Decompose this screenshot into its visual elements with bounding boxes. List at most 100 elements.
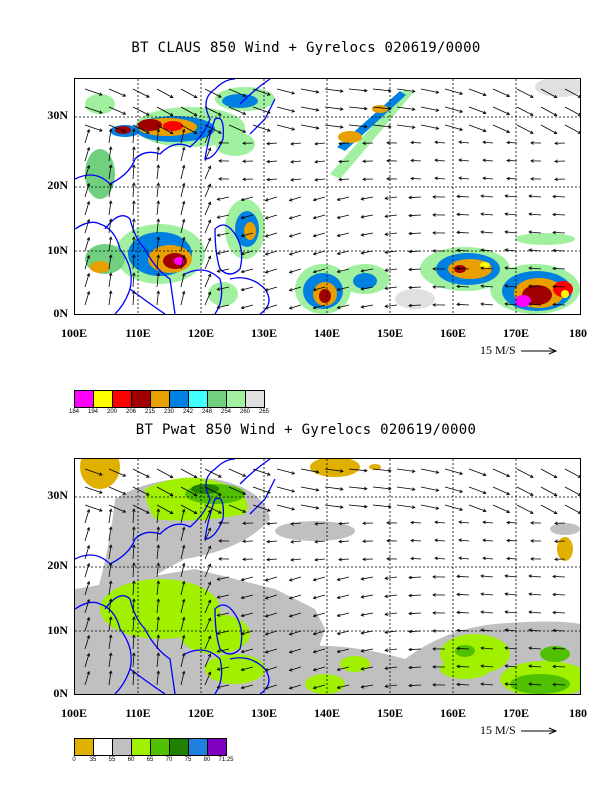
panel2-xtick-100e: 100E: [60, 706, 87, 720]
wind-arrow-head: [384, 612, 389, 616]
wind-arrow-head: [482, 110, 487, 115]
wind-arrow-head: [480, 194, 484, 198]
wind-arrow-head: [288, 632, 293, 636]
wind-arrow: [564, 468, 580, 478]
wind-arrow: [324, 486, 343, 490]
wind-arrow: [180, 129, 185, 144]
wind-arrow-head: [362, 177, 366, 182]
wind-arrow-head: [146, 94, 150, 98]
wind-arrow-head: [504, 284, 508, 288]
wind-arrow-head: [434, 158, 438, 163]
wind-arrow-head: [552, 212, 556, 217]
wind-arrow: [492, 486, 510, 495]
wind-arrow-head: [156, 164, 160, 168]
colorbar-label: 184: [68, 409, 80, 415]
wind-arrow-head: [362, 521, 366, 526]
wind-arrow-head: [218, 112, 222, 116]
wind-arrow: [156, 563, 159, 578]
wind-arrow: [217, 594, 230, 598]
wind-arrow: [408, 684, 422, 687]
wind-arrow-head: [108, 616, 113, 621]
wind-arrow-head: [264, 216, 269, 220]
wind-arrow: [276, 106, 295, 112]
panel1-xtick-130e: 130E: [250, 326, 277, 340]
wind-arrow-head: [384, 196, 389, 200]
wind-arrow-head: [362, 539, 366, 544]
wind-arrow: [385, 214, 398, 217]
wind-arrow-head: [108, 236, 113, 241]
wind-arrow-head: [480, 212, 484, 216]
wind-arrow: [180, 617, 185, 632]
colorbar-swatch: [94, 391, 113, 407]
wind-arrow: [313, 612, 326, 617]
wind-arrow: [180, 106, 197, 116]
wind-arrow: [337, 286, 350, 291]
wind-arrow-head: [338, 141, 342, 146]
wind-arrow: [324, 504, 343, 508]
wind-arrow-head: [362, 557, 366, 562]
wind-arrow-head: [434, 176, 438, 181]
wind-arrow: [506, 160, 518, 162]
wind-arrow: [314, 540, 326, 543]
wind-arrow: [338, 160, 350, 163]
wind-arrow-head: [181, 128, 186, 133]
wind-arrow-head: [504, 646, 508, 650]
wind-arrow: [337, 630, 350, 635]
wind-arrow-head: [384, 684, 389, 688]
wind-arrow: [217, 250, 230, 254]
wind-arrow-head: [122, 93, 127, 97]
wind-arrow: [444, 124, 463, 131]
wind-arrow: [492, 124, 510, 133]
wind-arrow: [552, 268, 566, 270]
wind-arrow-head: [156, 128, 160, 132]
wind-arrow-head: [181, 290, 186, 295]
wind-arrow-head: [132, 164, 136, 168]
wind-arrow: [506, 522, 518, 524]
wind-arrow: [241, 304, 254, 309]
wind-arrow: [313, 684, 326, 689]
wind-arrow: [410, 142, 422, 144]
wind-arrow: [132, 504, 150, 514]
wind-arrow: [289, 594, 302, 599]
wind-arrow: [505, 267, 518, 270]
wind-arrow-head: [108, 218, 113, 223]
wind-arrow: [276, 504, 295, 510]
wind-arrow: [289, 196, 302, 201]
panel1-xtick-170e: 170E: [502, 326, 529, 340]
wind-arrow: [324, 106, 343, 110]
wind-arrow: [564, 88, 580, 98]
wind-arrow-head: [207, 165, 212, 170]
wind-arrow-head: [181, 236, 186, 241]
panel2-map[interactable]: [74, 458, 581, 695]
wind-arrow-head: [266, 490, 271, 494]
wind-arrow: [420, 468, 439, 473]
panel1-map[interactable]: [74, 78, 581, 315]
wind-arrow-head: [312, 595, 317, 600]
wind-arrow-head: [432, 231, 436, 235]
panel1-xtick-150e: 150E: [376, 326, 403, 340]
panel1-ytick-30n: 30N: [47, 108, 68, 122]
wind-arrow-head: [553, 510, 558, 514]
wind-arrow: [408, 666, 422, 669]
wind-arrow-head: [480, 592, 484, 596]
wind-arrow-head: [86, 670, 91, 675]
wind-arrow-head: [264, 578, 269, 582]
wind-arrow-head: [410, 538, 414, 543]
wind-arrow-head: [458, 140, 462, 145]
wind-arrow: [361, 250, 374, 254]
wind-arrow: [314, 178, 326, 181]
wind-arrow: [361, 630, 374, 634]
wind-arrow-head: [336, 685, 341, 690]
wind-arrow: [505, 611, 518, 614]
wind-arrow: [266, 142, 278, 145]
wind-arrow-head: [266, 521, 270, 526]
wind-arrow: [84, 671, 90, 686]
wind-arrow: [156, 129, 159, 144]
wind-arrow-head: [240, 595, 245, 600]
wind-arrow-head: [218, 130, 222, 134]
wind-arrow: [265, 196, 278, 201]
wind-arrow-head: [86, 526, 91, 531]
wind-arrow-head: [504, 628, 508, 632]
wind-arrow: [300, 106, 319, 111]
wind-arrow: [505, 249, 518, 252]
